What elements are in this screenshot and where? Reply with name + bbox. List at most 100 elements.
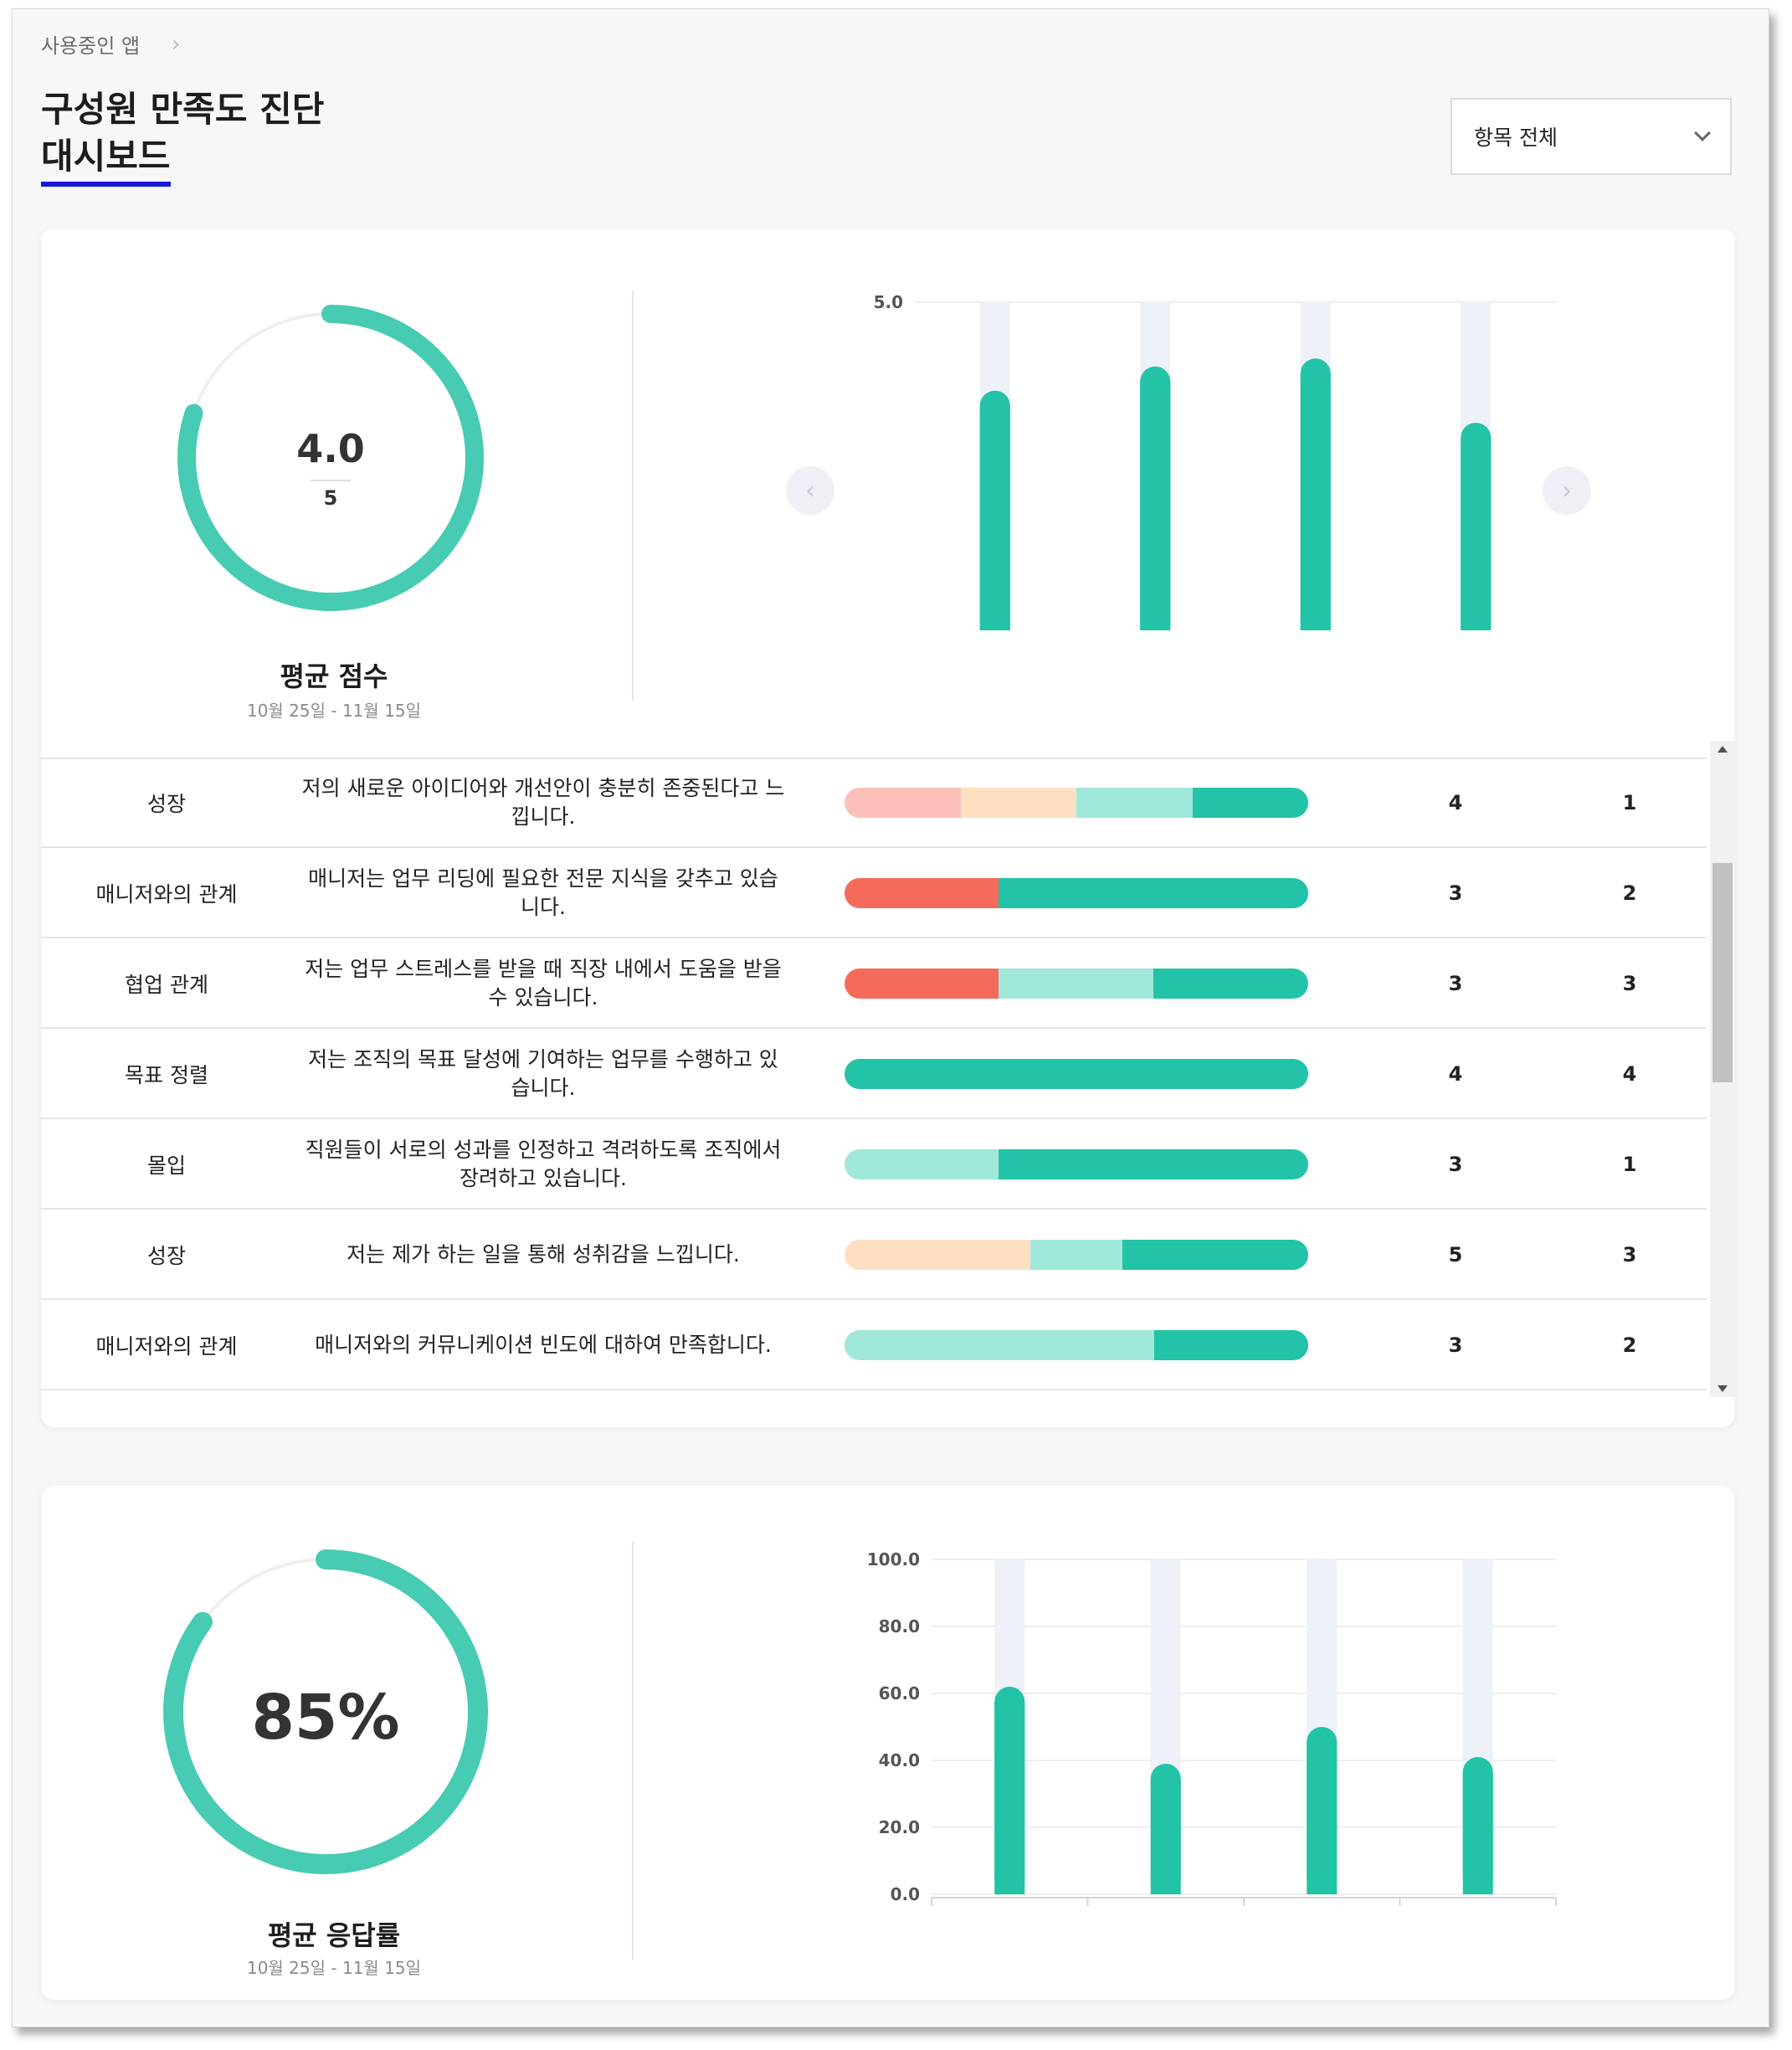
row-category: 매니저와의 관계: [95, 1334, 238, 1359]
table-row[interactable]: 성장 저의 새로운 아이디어와 개선안이 충분히 존중된다고 느낍니다. 4 1: [41, 759, 1707, 848]
y-tick-label: 5.0: [874, 292, 903, 312]
card-divider: [632, 1541, 634, 1960]
bar-base: [1461, 438, 1492, 630]
row-category: 성장: [146, 792, 186, 816]
row-question: 저는 조직의 목표 달성에 기여하는 업무를 수행하고 있습니다.: [308, 1047, 778, 1100]
response-distribution-bar: [845, 1059, 1308, 1089]
bar-segment: [845, 1149, 999, 1179]
y-tick-label: 0.0: [891, 1884, 920, 1904]
bar-segment: [845, 968, 999, 999]
response-period: 10월 25일 - 11월 15일: [246, 1958, 422, 1978]
table-row[interactable]: 매니저와의 관계 매니저와의 커뮤니케이션 빈도에 대하여 만족합니다. 3 2: [41, 1302, 1707, 1390]
score-label: 평균 점수: [280, 660, 388, 692]
page-title-line2: 대시보드: [41, 133, 171, 187]
y-tick-label: 100.0: [867, 1549, 920, 1570]
row-count-2: 2: [1622, 1333, 1637, 1357]
row-count-2: 2: [1622, 881, 1637, 905]
y-tick-label: 40.0: [879, 1750, 920, 1770]
table-row[interactable]: 목표 정렬 저는 조직의 목표 달성에 기여하는 업무를 수행하고 있습니다. 4 4: [41, 1030, 1707, 1119]
score-gauge: [177, 305, 484, 611]
row-count-2: 1: [1622, 791, 1637, 814]
bar-segment: [845, 788, 961, 818]
row-question: 저는 제가 하는 일을 통해 성취감을 느낍니다.: [347, 1242, 740, 1266]
question-table: 성장 저의 새로운 아이디어와 개선안이 충분히 존중된다고 느낍니다. 4 1 매니저…: [41, 741, 1735, 1397]
row-category: 성장: [146, 1244, 186, 1268]
chevron-right-icon: ›: [172, 31, 181, 57]
response-label: 평균 응답률: [267, 1919, 401, 1951]
bar-segment: [999, 968, 1153, 999]
row-question: 매니저는 업무 리딩에 필요한 전문 지식을 갖추고 있습니다.: [308, 866, 778, 919]
scroll-down-arrow-icon[interactable]: [1718, 1385, 1728, 1392]
y-tick-label: 60.0: [879, 1683, 920, 1703]
table-row[interactable]: 매니저와의 관계 매니저는 업무 리딩에 필요한 전문 지식을 갖추고 있습니다.…: [41, 850, 1707, 938]
chart-prev-button[interactable]: ‹: [786, 466, 834, 515]
row-count-1: 3: [1448, 1333, 1463, 1357]
row-count-1: 5: [1448, 1243, 1463, 1266]
category-filter-value: 항목 전체: [1474, 126, 1558, 150]
row-count-1: 3: [1448, 972, 1463, 995]
bar-base: [1140, 381, 1171, 630]
table-row[interactable]: 협업 관계 저는 업무 스트레스를 받을 때 직장 내에서 도움을 받을 수 있습…: [41, 940, 1707, 1029]
response-gauge-arc: [163, 1549, 488, 1874]
bar-segment: [999, 1149, 1308, 1179]
table-row[interactable]: 몰입 직원들이 서로의 성과를 인정하고 격려하도록 조직에서 장려하고 있습니다…: [41, 1121, 1707, 1210]
bar-segment: [999, 878, 1308, 908]
card-divider: [632, 290, 634, 701]
row-count-2: 3: [1622, 972, 1637, 995]
row-count-1: 3: [1448, 881, 1463, 905]
row-question: 매니저와의 커뮤니케이션 빈도에 대하여 만족합니다.: [315, 1333, 772, 1357]
bar-base: [994, 1702, 1025, 1894]
chart-next-button[interactable]: ›: [1543, 466, 1591, 515]
score-trend-chart: 0.05.010월 25일11월 1일11월 8일11월 15일: [874, 292, 1556, 630]
row-category: 협업 관계: [125, 973, 208, 997]
response-distribution-bar: [845, 968, 1308, 999]
x-tick-label: 11월 15일: [1436, 1920, 1519, 1921]
score-max: 5: [323, 486, 338, 510]
bar-base: [1462, 1772, 1493, 1894]
x-tick-label: 10월 25일: [968, 1920, 1051, 1921]
row-count-2: 3: [1622, 1243, 1637, 1266]
category-filter-select[interactable]: 항목 전체: [1451, 98, 1732, 175]
response-distribution-bar: [845, 1240, 1308, 1270]
breadcrumb-link[interactable]: 사용중인 앱: [41, 34, 141, 58]
page-title: 구성원 만족도 진단 대시보드: [41, 86, 324, 187]
table-scrollbar[interactable]: [1710, 741, 1735, 1397]
bar-segment: [845, 878, 999, 908]
x-tick-label: 11월 8일: [1286, 1920, 1358, 1921]
score-gauge-arc: [177, 305, 484, 611]
bar-segment: [1076, 788, 1193, 818]
bar-segment: [1192, 788, 1308, 818]
row-question: 직원들이 서로의 성과를 인정하고 격려하도록 조직에서 장려하고 있습니다.: [305, 1138, 782, 1190]
row-category: 몰입: [146, 1153, 186, 1178]
scrollbar-thumb[interactable]: [1712, 863, 1733, 1082]
score-fraction-line: [311, 480, 351, 481]
bar-base: [1300, 373, 1331, 630]
response-card: 85% 평균 응답률 10월 25일 - 11월 15일 0.0 20.0 40.0…: [41, 1486, 1735, 2000]
row-question: 저는 업무 스트레스를 받을 때 직장 내에서 도움을 받을 수 있습니다.: [305, 957, 782, 1010]
row-count-2: 4: [1622, 1062, 1637, 1086]
row-category: 매니저와의 관계: [95, 882, 238, 907]
table-row[interactable]: 성장 저는 제가 하는 일을 통해 성취감을 느낍니다. 5 3: [41, 1211, 1707, 1300]
bar-segment: [960, 788, 1076, 818]
bar-segment: [1030, 1240, 1123, 1270]
chevron-down-icon: [1694, 125, 1711, 141]
row-count-1: 3: [1448, 1153, 1463, 1176]
page-title-line1: 구성원 만족도 진단: [41, 89, 325, 130]
response-distribution-bar: [845, 878, 1308, 908]
y-tick-label: 80.0: [879, 1616, 920, 1636]
breadcrumb: 사용중인 앱 ›: [41, 29, 180, 59]
y-tick-label: 20.0: [879, 1817, 920, 1837]
score-period: 10월 25일 - 11월 15일: [246, 701, 422, 721]
scroll-up-arrow-icon[interactable]: [1718, 746, 1728, 753]
bar-segment: [845, 1330, 1154, 1360]
response-distribution-bar: [845, 1330, 1308, 1360]
bar-segment: [1153, 968, 1308, 999]
bar-base: [1307, 1742, 1338, 1894]
response-value: 85%: [251, 1682, 400, 1754]
response-distribution-bar: [845, 1149, 1308, 1179]
response-trend-chart: 0.0 20.0 40.0 60.0 80.0 100.0 10월 25일 11월 1일 11월…: [867, 1549, 1557, 1921]
app-window: 사용중인 앱 › 구성원 만족도 진단 대시보드 항목 전체 4.0 5 평균 …: [12, 8, 1769, 2027]
x-tick-label: 11월 1일: [1130, 1920, 1202, 1921]
bar-segment: [1153, 1330, 1308, 1360]
bar-base: [979, 405, 1010, 630]
